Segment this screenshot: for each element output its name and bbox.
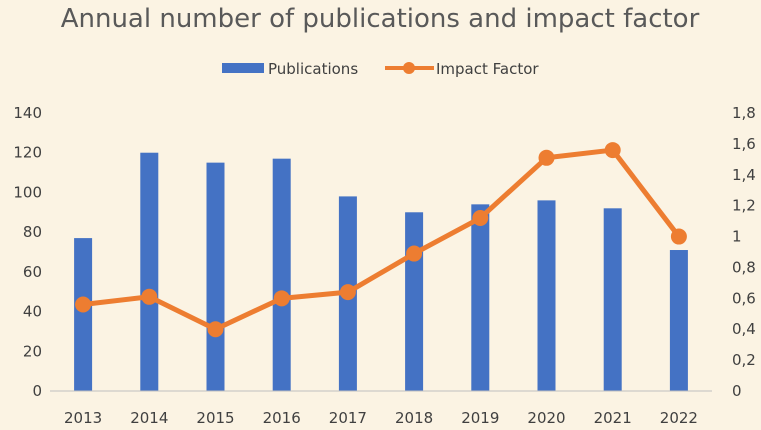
y-right-tick-label: 0,8 xyxy=(732,258,756,276)
y-axis-right: 0 0,2 0,4 0,6 0,8 1 1,2 1,4 1,6 1,8 xyxy=(732,104,756,400)
y-right-tick-label: 0,6 xyxy=(732,289,756,307)
point-2022 xyxy=(670,228,687,245)
chart-title: Annual number of publications and impact… xyxy=(61,4,700,34)
bar-2022 xyxy=(669,250,688,391)
x-tick-label: 2017 xyxy=(329,409,367,427)
bar-2018 xyxy=(405,212,424,391)
x-tick-label: 2013 xyxy=(64,409,102,427)
bar-2015 xyxy=(206,162,225,391)
point-2016 xyxy=(273,290,290,307)
y-right-tick-label: 0,4 xyxy=(732,320,756,338)
point-2019 xyxy=(472,210,489,227)
x-tick-label: 2020 xyxy=(527,409,565,427)
y-right-tick-label: 0 xyxy=(732,382,742,400)
bar-2019 xyxy=(471,204,490,391)
x-tick-label: 2021 xyxy=(594,409,632,427)
y-left-tick-label: 120 xyxy=(13,144,42,162)
y-left-tick-label: 80 xyxy=(23,223,42,241)
point-2020 xyxy=(538,149,555,166)
y-left-tick-label: 100 xyxy=(13,183,42,201)
point-2014 xyxy=(141,288,158,305)
y-right-tick-label: 1 xyxy=(732,228,742,246)
bar-2021 xyxy=(603,208,622,391)
x-tick-label: 2019 xyxy=(461,409,499,427)
bar-2020 xyxy=(537,200,556,391)
y-axis-left: 0 20 40 60 80 100 120 140 xyxy=(13,104,42,400)
y-right-tick-label: 1,2 xyxy=(732,197,756,215)
y-right-tick-label: 1,6 xyxy=(732,135,756,153)
y-right-tick-label: 0,2 xyxy=(732,351,756,369)
x-tick-label: 2015 xyxy=(196,409,234,427)
point-2017 xyxy=(339,284,356,301)
x-tick-label: 2014 xyxy=(130,409,168,427)
bar-2016 xyxy=(272,158,291,391)
x-axis: 2013 2014 2015 2016 2017 2018 2019 2020 2021 2022 xyxy=(64,409,698,427)
y-left-tick-label: 60 xyxy=(23,263,42,281)
point-2021 xyxy=(604,142,621,159)
legend-label-impact-factor: Impact Factor xyxy=(436,60,539,78)
impact-factor-line xyxy=(82,147,681,332)
legend-label-publications: Publications xyxy=(268,60,358,78)
bar-2014 xyxy=(140,152,159,391)
bar-2013 xyxy=(74,238,93,391)
y-left-tick-label: 0 xyxy=(32,382,42,400)
point-2013 xyxy=(75,296,92,313)
x-tick-label: 2022 xyxy=(660,409,698,427)
y-left-tick-label: 140 xyxy=(13,104,42,122)
y-right-tick-label: 1,8 xyxy=(732,104,756,122)
legend-swatch-publications xyxy=(222,63,264,73)
x-tick-label: 2018 xyxy=(395,409,433,427)
y-left-tick-label: 20 xyxy=(23,342,42,360)
point-2018 xyxy=(406,245,423,262)
legend-marker-impact-factor xyxy=(403,62,415,74)
point-2015 xyxy=(207,321,224,338)
y-right-tick-label: 1,4 xyxy=(732,166,756,184)
y-left-tick-label: 40 xyxy=(23,303,42,321)
x-tick-label: 2016 xyxy=(263,409,301,427)
legend: Publications Impact Factor xyxy=(222,60,539,78)
line-series-impact-factor xyxy=(75,142,687,338)
